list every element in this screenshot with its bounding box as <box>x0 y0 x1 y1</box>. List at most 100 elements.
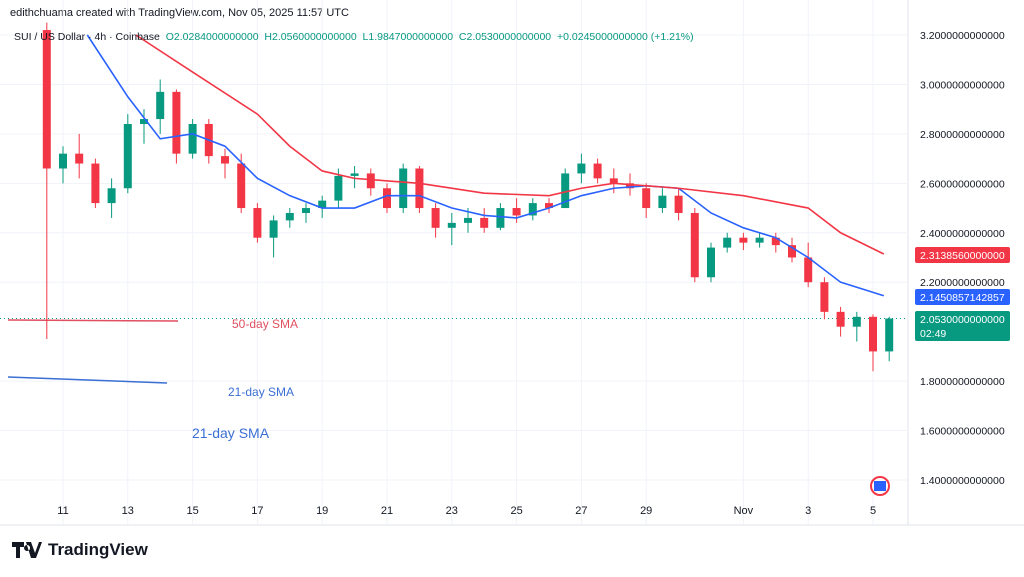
sma50-annotation-line <box>7 319 179 322</box>
last-price-badge-text: 2.0530000000000 <box>920 314 1005 326</box>
x-tick-label: Nov <box>734 505 754 517</box>
candle-body <box>350 173 359 176</box>
candle-body <box>723 237 732 248</box>
sma50-line <box>135 34 885 255</box>
last-price-badge <box>915 311 1010 341</box>
sma21-annotation-small: 21-day SMA <box>228 385 295 399</box>
close-value: C2.0530000000000 <box>458 31 552 43</box>
candle-body <box>366 173 375 189</box>
sma21-price-badge <box>915 289 1010 305</box>
sma21-line <box>86 34 885 297</box>
tradingview-logo-icon <box>12 542 42 558</box>
candle-body <box>285 212 294 221</box>
candle-body <box>528 203 537 216</box>
candle-body <box>707 247 715 278</box>
candle-body <box>237 163 246 209</box>
candle-body <box>885 318 894 352</box>
x-tick-label: 5 <box>870 505 876 517</box>
last-price-badge-text: 02:49 <box>920 328 946 340</box>
candle-body <box>739 237 748 243</box>
candle-body <box>755 237 764 243</box>
candle-body <box>771 237 780 246</box>
candle-body <box>788 245 796 258</box>
candle-body <box>156 91 165 120</box>
y-tick-label: 1.8000000000000 <box>920 376 1005 388</box>
candle-body <box>221 156 229 164</box>
candle-body <box>140 119 148 124</box>
sma50-price-badge-text: 2.3138560000000 <box>920 250 1005 262</box>
candle-body <box>172 91 181 154</box>
x-tick-label: 25 <box>510 505 522 517</box>
tradingview-logo[interactable]: TradingView <box>12 540 148 560</box>
candle-body <box>626 183 634 189</box>
candle-body <box>496 208 505 228</box>
candle-body <box>690 212 699 278</box>
candle-body <box>804 257 813 283</box>
candle-body <box>318 200 327 209</box>
x-tick-label: 29 <box>640 505 652 517</box>
y-tick-label: 3.2000000000000 <box>920 30 1005 42</box>
candle-body <box>123 123 132 189</box>
y-tick-label: 2.2000000000000 <box>920 277 1005 289</box>
candle-body <box>561 173 570 209</box>
y-tick-label: 1.4000000000000 <box>920 475 1005 487</box>
y-tick-label: 3.0000000000000 <box>920 79 1005 91</box>
tradingview-logo-text: TradingView <box>48 540 148 559</box>
candle-body <box>383 188 391 209</box>
candle-body <box>593 163 602 179</box>
open-value: O2.0284000000000 <box>165 31 259 43</box>
x-tick-label: 3 <box>805 505 811 517</box>
candle-body <box>415 168 424 209</box>
candle-body <box>577 163 586 174</box>
candle-body <box>399 168 408 209</box>
candle-body <box>253 208 262 238</box>
candle-body <box>869 316 877 352</box>
candle-body <box>642 188 651 209</box>
candle-body <box>188 123 197 154</box>
candle-body <box>75 153 84 164</box>
candle-body <box>609 178 618 184</box>
symbol-label[interactable]: SUI / US Dollar · 4h · Coinbase <box>14 31 160 43</box>
sma21-annotation-line <box>7 376 168 384</box>
candle-body <box>820 282 829 312</box>
high-value: H2.0560000000000 <box>264 31 357 43</box>
chart-credit: edithchuama created with TradingView.com… <box>10 7 349 19</box>
x-tick-label: 27 <box>575 505 587 517</box>
candle-body <box>302 208 310 213</box>
ohlc-legend: SUI / US Dollar · 4h · Coinbase O2.02840… <box>14 31 694 43</box>
x-tick-label: 21 <box>381 505 393 517</box>
change-value: +0.0245000000000 (+1.21%) <box>557 31 694 43</box>
x-tick-label: 23 <box>446 505 458 517</box>
candle-body <box>334 175 343 201</box>
y-tick-label: 1.6000000000000 <box>920 426 1005 438</box>
y-tick-label: 2.8000000000000 <box>920 129 1005 141</box>
us-flag-icon-field <box>874 481 886 491</box>
candle-body <box>107 188 116 204</box>
candle-body <box>464 217 472 223</box>
candle-body <box>42 30 51 169</box>
sma21-annotation-large: 21-day SMA <box>192 425 270 441</box>
x-tick-label: 11 <box>57 505 68 517</box>
low-value: L1.9847000000000 <box>362 31 454 43</box>
candle-body <box>59 153 67 169</box>
sma50-price-badge <box>915 247 1010 263</box>
x-tick-label: 15 <box>186 505 198 517</box>
x-tick-label: 13 <box>122 505 134 517</box>
candle-body <box>512 208 521 216</box>
y-tick-label: 2.4000000000000 <box>920 228 1005 240</box>
candle-body <box>658 195 667 209</box>
candle-body <box>836 311 845 327</box>
candle-body <box>91 163 100 204</box>
candle-body <box>480 217 489 228</box>
sma50-annotation: 50-day SMA <box>232 317 299 331</box>
candle-body <box>674 195 683 213</box>
x-tick-label: 17 <box>251 505 263 517</box>
candle-body <box>269 220 278 238</box>
candle-body <box>447 222 456 228</box>
x-tick-label: 19 <box>316 505 328 517</box>
candle-body <box>431 208 440 228</box>
y-tick-label: 2.6000000000000 <box>920 178 1005 190</box>
candle-body <box>545 203 553 209</box>
sma21-price-badge-text: 2.1450857142857 <box>920 292 1005 304</box>
